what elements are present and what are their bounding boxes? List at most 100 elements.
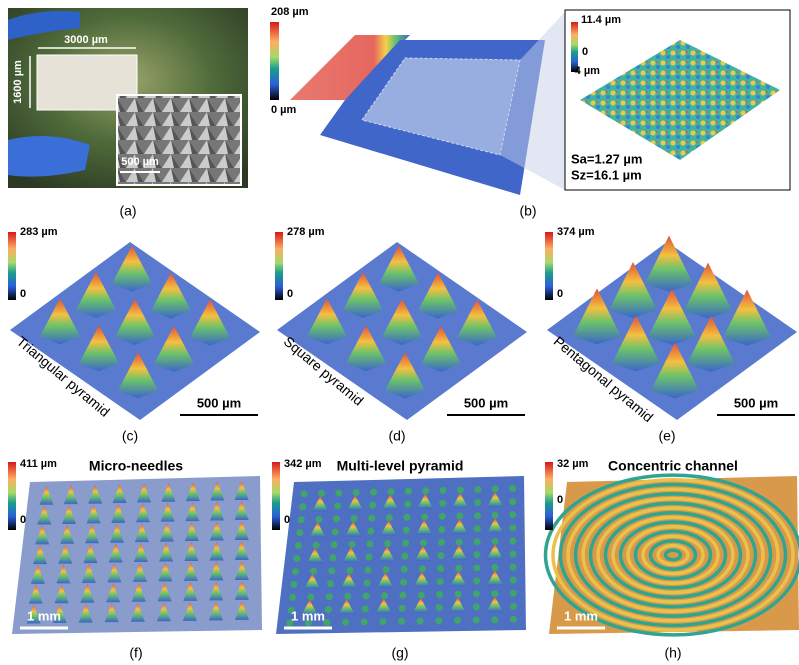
channel-ring [611, 515, 735, 595]
dot [491, 537, 499, 545]
dot [327, 580, 335, 588]
dot [360, 618, 368, 626]
pyramid [486, 570, 503, 586]
dot [416, 617, 424, 625]
channel-ring [581, 496, 765, 614]
panel-label: (c) [122, 428, 138, 444]
pyramid [304, 574, 321, 590]
dot [323, 619, 331, 627]
zoom-cone [500, 12, 565, 190]
panel-label: (d) [388, 428, 405, 444]
needle [137, 483, 152, 503]
pyramid [573, 288, 621, 345]
needle [234, 540, 249, 560]
pyramid [343, 272, 383, 318]
dot [455, 564, 463, 572]
colorbar [8, 462, 16, 530]
pyramid [487, 518, 504, 534]
dot [369, 501, 377, 509]
dot [420, 539, 428, 547]
pyramid [412, 597, 429, 613]
dot [368, 514, 376, 522]
pyramid [40, 298, 80, 345]
pyramid [338, 599, 355, 615]
needle [108, 543, 123, 563]
panel-label: (f) [129, 645, 142, 661]
colorbar [270, 22, 279, 100]
pyramid [346, 325, 386, 372]
dot [436, 591, 444, 599]
pyramid [414, 545, 431, 561]
pyramid [190, 299, 230, 346]
needle [161, 482, 176, 502]
dot [315, 515, 323, 523]
needle [183, 561, 198, 581]
needle [136, 503, 150, 523]
pyramid [379, 245, 419, 292]
dot [437, 552, 445, 560]
finger [8, 11, 80, 40]
needle [106, 583, 121, 603]
dot [436, 578, 444, 586]
colorbar [545, 462, 553, 530]
needle [182, 601, 197, 621]
dot [402, 526, 410, 534]
channel-ring [648, 539, 698, 571]
dot [473, 577, 481, 585]
needle [112, 483, 127, 503]
dot [300, 490, 308, 498]
pyramid [486, 596, 503, 612]
pyramid [487, 492, 504, 508]
dot [286, 619, 294, 627]
needle [210, 501, 225, 521]
dot [379, 618, 387, 626]
dot [509, 563, 517, 571]
dot [364, 566, 372, 574]
dot [318, 489, 326, 497]
dot [398, 604, 406, 612]
surface [276, 476, 526, 634]
pyramid [451, 519, 468, 535]
dot [334, 502, 342, 510]
needle [111, 503, 126, 523]
channel-ring [588, 501, 758, 609]
dot [491, 616, 499, 624]
pyramid [115, 299, 155, 345]
dot [346, 566, 354, 574]
structure-name: Concentric channel [608, 458, 738, 474]
pyramid [76, 272, 116, 318]
dot [299, 503, 307, 511]
dot [361, 605, 369, 613]
dot [437, 538, 445, 546]
finger [8, 136, 90, 177]
needle [134, 523, 149, 543]
dot [401, 552, 409, 560]
dot [328, 567, 336, 575]
channel-ring [618, 520, 728, 590]
needle [39, 485, 54, 505]
needle [209, 561, 224, 581]
cbar-max: 283 µm [20, 226, 58, 238]
sz: Sz=16.1 µm [571, 167, 642, 182]
needle [88, 484, 103, 504]
pyramid [450, 545, 467, 561]
pyramid [375, 598, 392, 614]
dot [381, 592, 389, 600]
pyramid [385, 352, 425, 399]
channel-ring [641, 534, 705, 576]
dot [384, 540, 392, 548]
dot [403, 513, 411, 521]
needle [159, 542, 174, 562]
cbar-min: 0 [20, 288, 26, 300]
dot [491, 511, 499, 519]
dot [398, 617, 406, 625]
cbar-max: 342 µm [284, 458, 322, 470]
pyramid [345, 521, 362, 537]
dot [370, 488, 378, 496]
dot [435, 604, 443, 612]
dot [421, 513, 429, 521]
scale-label: 500 µm [464, 395, 508, 410]
channel-ring [551, 478, 795, 632]
pyramid [457, 299, 497, 346]
